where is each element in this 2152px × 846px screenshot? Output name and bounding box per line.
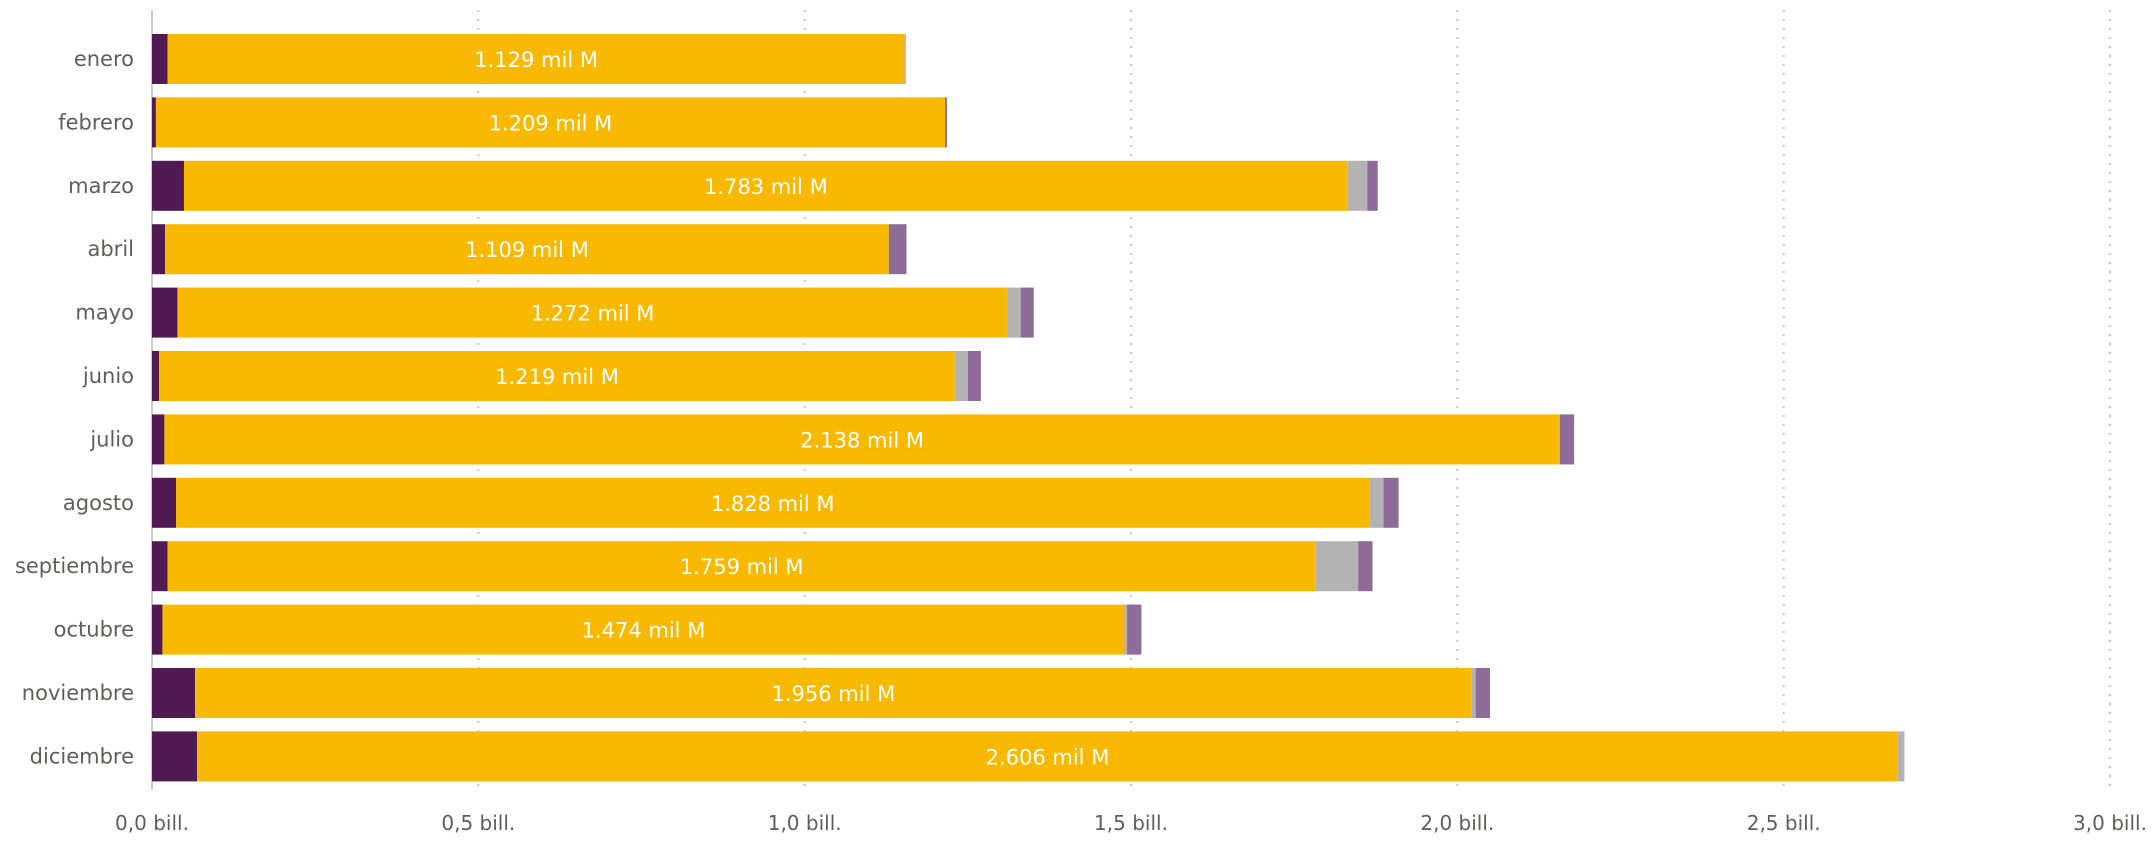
data-label: 1.828 mil M (711, 492, 835, 516)
bar-segment (1020, 287, 1034, 338)
bars: 1.129 mil M 1.209 mil M 1.783 mil M 1.109 m… (152, 34, 1905, 782)
bar-segment (1559, 414, 1575, 465)
bar-segment (152, 668, 196, 718)
category-axis: enero febrero marzo abril mayo junio julio agos… (15, 47, 134, 768)
bar-segment (1347, 160, 1368, 211)
bar-segment (904, 34, 906, 84)
category-label: abril (87, 237, 134, 261)
bar-segment (1897, 731, 1905, 782)
data-label: 1.783 mil M (704, 175, 828, 199)
bar-segment (1124, 604, 1128, 655)
bar-segment (152, 731, 198, 782)
category-label: septiembre (15, 554, 134, 578)
data-label: 1.956 mil M (772, 682, 896, 706)
bar-segment (195, 668, 1472, 718)
bar-segment (1127, 604, 1142, 655)
bar-segment (152, 224, 166, 275)
bar-segment (152, 160, 184, 211)
category-label: junio (82, 364, 134, 388)
category-label: diciembre (30, 744, 134, 768)
bar-segment (1358, 541, 1373, 592)
data-label: 1.272 mil M (531, 302, 655, 326)
bar-segment (888, 224, 907, 275)
category-label: agosto (63, 491, 134, 515)
bar-segment (165, 224, 889, 275)
category-label: julio (89, 427, 134, 451)
bar-segment (1471, 668, 1476, 718)
bar-segment (152, 287, 178, 338)
x-tick-label: 2,0 bill. (1420, 811, 1494, 835)
bar-segment (167, 541, 1316, 592)
category-label: noviembre (22, 681, 134, 705)
bar-segment (1315, 541, 1359, 592)
bar-segment (197, 731, 1898, 782)
bar-segment (152, 34, 168, 84)
bar-segment (944, 97, 947, 148)
bar-segment (1369, 477, 1384, 528)
bar-segment (152, 351, 160, 401)
category-label: marzo (68, 174, 134, 198)
bar-segment (1475, 668, 1490, 718)
x-tick-label: 2,5 bill. (1747, 811, 1821, 835)
x-tick-label: 0,5 bill. (441, 811, 515, 835)
bar-segment (152, 604, 163, 655)
bar-segment (167, 34, 905, 84)
value-axis: 0,0 bill. 0,5 bill. 1,0 bill. 1,5 bill. 2,0 … (115, 811, 2147, 835)
bar-segment (155, 97, 945, 148)
bar-segment (159, 351, 955, 401)
bar-segment (152, 477, 177, 528)
bar-segment (967, 351, 981, 401)
category-label: enero (74, 47, 134, 71)
x-tick-label: 0,0 bill. (115, 811, 189, 835)
x-tick-label: 3,0 bill. (2073, 811, 2147, 835)
bar-segment (183, 160, 1348, 211)
bar-segment (164, 414, 1560, 465)
category-label: mayo (75, 301, 134, 325)
bar-segment (152, 414, 165, 465)
bar-segment (152, 97, 156, 148)
category-label: febrero (58, 110, 134, 134)
bar-segment (176, 477, 1370, 528)
data-label: 1.219 mil M (495, 365, 619, 389)
x-tick-label: 1,5 bill. (1094, 811, 1168, 835)
x-tick-label: 1,0 bill. (768, 811, 842, 835)
bar-segment (1007, 287, 1021, 338)
data-label: 2.606 mil M (986, 745, 1110, 769)
bar-segment (1367, 160, 1378, 211)
data-label: 1.759 mil M (680, 555, 804, 579)
bar-segment (162, 604, 1125, 655)
category-label: octubre (54, 618, 134, 642)
data-label: 2.138 mil M (800, 428, 924, 452)
bar-segment (954, 351, 968, 401)
bar-segment (1383, 477, 1399, 528)
bar-segment (177, 287, 1008, 338)
data-label: 1.474 mil M (582, 619, 706, 643)
bar-segment (152, 541, 168, 592)
data-label: 1.109 mil M (465, 238, 589, 262)
data-label: 1.209 mil M (489, 111, 613, 135)
data-label: 1.129 mil M (474, 48, 598, 72)
